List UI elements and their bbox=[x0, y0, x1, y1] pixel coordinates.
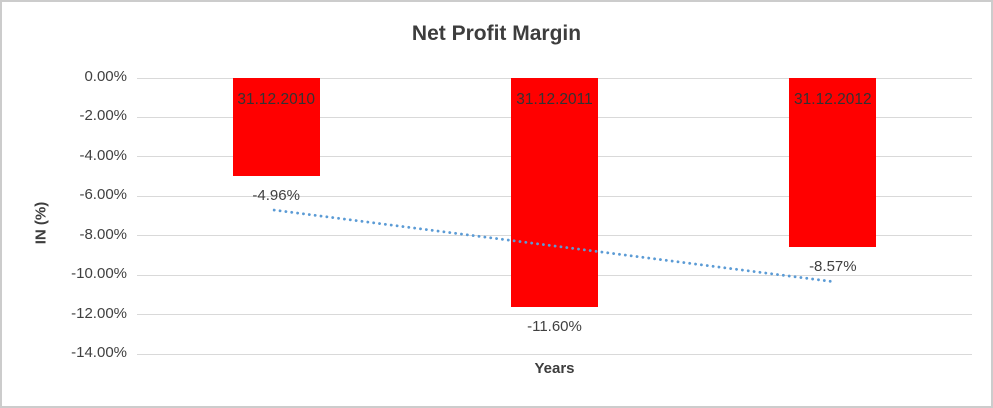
y-tick-label: -4.00% bbox=[79, 146, 127, 164]
y-tick-label: -12.00% bbox=[71, 304, 127, 322]
gridline bbox=[137, 314, 972, 316]
bar: 31.12.2011 bbox=[511, 78, 598, 307]
value-label: -4.96% bbox=[252, 186, 300, 204]
category-label: 31.12.2011 bbox=[516, 91, 593, 108]
value-label: -8.57% bbox=[809, 257, 857, 275]
y-tick-label: -2.00% bbox=[79, 107, 127, 125]
plot-area: 31.12.2010 31.12.2011 31.12.2012 -4.96% -11.… bbox=[137, 77, 972, 355]
bar: 31.12.2012 bbox=[789, 78, 877, 247]
y-tick-label: -8.00% bbox=[79, 225, 127, 243]
chart-title: Net Profit Margin bbox=[411, 22, 582, 45]
value-label: -11.60% bbox=[527, 317, 582, 335]
y-tick-label: -10.00% bbox=[71, 265, 127, 283]
bar: 31.12.2010 bbox=[232, 78, 320, 176]
y-tick-label: 0.00% bbox=[84, 68, 127, 85]
x-axis-title: Years bbox=[534, 360, 575, 377]
category-label: 31.12.2012 bbox=[794, 91, 872, 108]
y-tick-label: -6.00% bbox=[79, 186, 127, 204]
gridline bbox=[137, 353, 972, 355]
category-label: 31.12.2010 bbox=[237, 91, 315, 108]
y-tick-label: -14.00% bbox=[71, 344, 127, 361]
